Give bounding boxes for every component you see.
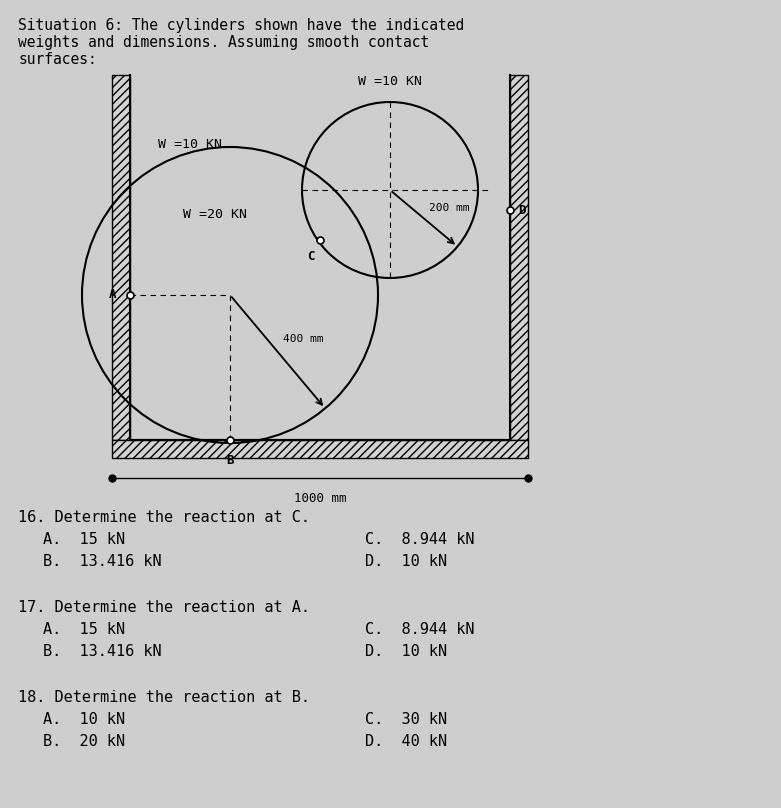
Text: B.  13.416 kN: B. 13.416 kN: [43, 554, 162, 569]
Text: W =20 KN: W =20 KN: [183, 208, 247, 221]
Text: D.  10 kN: D. 10 kN: [365, 644, 448, 659]
Text: D.  10 kN: D. 10 kN: [365, 554, 448, 569]
Text: D.  40 kN: D. 40 kN: [365, 734, 448, 749]
Text: W =10 KN: W =10 KN: [158, 138, 222, 152]
Text: B: B: [226, 454, 234, 467]
Text: 400 mm: 400 mm: [283, 334, 323, 343]
Text: A: A: [109, 288, 116, 301]
Text: A.  10 kN: A. 10 kN: [43, 712, 125, 727]
Text: 16. Determine the reaction at C.: 16. Determine the reaction at C.: [18, 510, 310, 525]
Text: A.  15 kN: A. 15 kN: [43, 532, 125, 547]
Bar: [112, 440, 528, 458]
Text: 1000 mm: 1000 mm: [294, 492, 346, 505]
Bar: [510, 75, 528, 440]
Text: 18. Determine the reaction at B.: 18. Determine the reaction at B.: [18, 690, 310, 705]
Text: C.  30 kN: C. 30 kN: [365, 712, 448, 727]
Text: 200 mm: 200 mm: [429, 204, 469, 213]
Text: C.  8.944 kN: C. 8.944 kN: [365, 532, 475, 547]
Text: B.  13.416 kN: B. 13.416 kN: [43, 644, 162, 659]
Text: D: D: [518, 204, 526, 217]
Text: B.  20 kN: B. 20 kN: [43, 734, 125, 749]
Text: Situation 6: The cylinders shown have the indicated: Situation 6: The cylinders shown have th…: [18, 18, 464, 33]
Text: C: C: [308, 250, 315, 263]
Text: surfaces:: surfaces:: [18, 52, 97, 67]
Text: W =10 KN: W =10 KN: [358, 75, 422, 88]
Text: A.  15 kN: A. 15 kN: [43, 622, 125, 637]
Text: C.  8.944 kN: C. 8.944 kN: [365, 622, 475, 637]
Text: weights and dimensions. Assuming smooth contact: weights and dimensions. Assuming smooth …: [18, 35, 430, 50]
Bar: [112, 75, 130, 440]
Text: 17. Determine the reaction at A.: 17. Determine the reaction at A.: [18, 600, 310, 615]
